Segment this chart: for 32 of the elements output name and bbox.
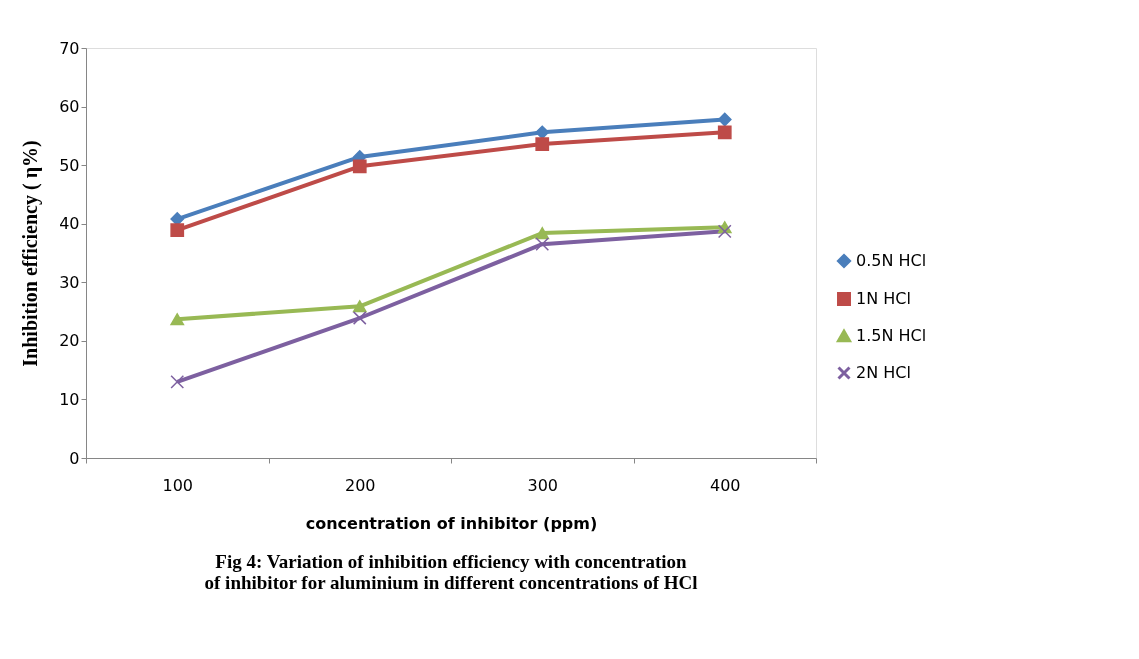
point xyxy=(170,223,185,238)
legend-label: 2N HCl xyxy=(856,363,911,382)
x-tick-label: 100 xyxy=(162,475,194,495)
x-tick-label: 400 xyxy=(709,475,741,495)
y-tick-label: 40 xyxy=(59,214,80,234)
point xyxy=(535,125,550,140)
y-tick-label: 60 xyxy=(59,97,80,117)
point xyxy=(352,300,367,313)
x-tick-label: 200 xyxy=(344,475,376,495)
point xyxy=(535,137,550,151)
point xyxy=(717,224,732,239)
y-tick-label: 70 xyxy=(59,38,80,58)
point xyxy=(170,313,185,326)
x-tick-label: 300 xyxy=(527,475,559,495)
point xyxy=(352,159,367,174)
y-tick-label: 30 xyxy=(59,272,80,292)
point xyxy=(717,112,732,127)
caption: Fig 4: Variation of inhibition efficiency with concentration of inhibitor for aluminium in different concentrations of HCl xyxy=(204,551,698,593)
x-axis-title: concentration of inhibitor (ppm) xyxy=(305,513,598,533)
point xyxy=(535,237,550,252)
y-tick-label: 0 xyxy=(69,448,80,468)
legend-label: 0.5N HCl xyxy=(856,251,927,270)
point xyxy=(535,227,550,240)
point xyxy=(717,125,732,140)
y-axis-title: Inhibition efficiency ( η%) xyxy=(19,140,43,367)
point xyxy=(170,374,185,389)
y-tick-label: 10 xyxy=(59,389,80,409)
point xyxy=(352,311,367,325)
y-tick-label: 50 xyxy=(59,155,80,175)
legend-label: 1N HCl xyxy=(856,289,911,308)
y-tick-label: 20 xyxy=(59,331,80,351)
legend-label: 1.5N HCl xyxy=(856,326,927,345)
